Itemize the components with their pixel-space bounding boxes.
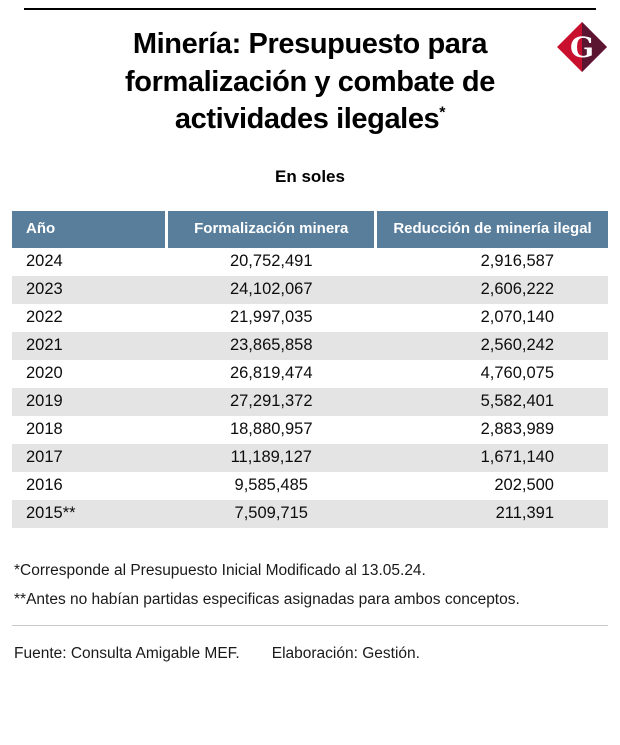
reduccion-value-cell: 2,560,242 [480,336,554,355]
table-row: 2020 26,819,474 4,760,075 [12,360,608,388]
formalizacion-value-cell: 27,291,372 [229,392,313,411]
table-row: 2016 9,585,485 202,500 [12,472,608,500]
reduccion-value-cell: 2,883,989 [480,420,554,439]
table-row: 2022 21,997,035 2,070,140 [12,304,608,332]
elaboration-text: Elaboración: Gestión. [271,644,420,662]
year-cell: 2015** [26,504,76,523]
page-title-text: Minería: Presupuesto para formalización … [125,28,495,136]
footnote-1: *Corresponde al Presupuesto Inicial Modi… [14,561,426,579]
formalizacion-value-cell: 18,880,957 [229,420,313,439]
table-body: 2024 20,752,491 2,916,587 2023 24,102,067 2,6… [12,248,608,528]
year-cell: 2021 [26,336,63,355]
budget-table: Año Formalización minera Reducción de mi… [12,211,608,528]
units-subtitle: En soles [275,167,345,187]
table-row: 2015** 7,509,715 211,391 [12,499,608,528]
year-cell: 2017 [26,448,63,467]
top-divider [24,8,596,10]
table-row: 2019 27,291,372 5,582,401 [12,387,608,416]
reduccion-value-cell: 2,070,140 [480,308,554,327]
column-header-year: Año [12,211,167,248]
table-row: 2021 23,865,858 2,560,242 [12,331,608,360]
year-cell: 2020 [26,364,63,383]
source-text: Fuente: Consulta Amigable MEF. [14,644,240,662]
year-cell: 2019 [26,392,63,411]
footer-divider [12,624,608,626]
reduccion-value-cell: 202,500 [494,476,554,495]
column-header-formalizacion: Formalización minera [165,211,376,248]
table-row: 2017 11,189,127 1,671,140 [12,443,608,472]
formalizacion-value-cell: 9,585,485 [234,476,308,495]
year-cell: 2018 [26,420,63,439]
reduccion-value-cell: 4,760,075 [480,364,554,383]
formalizacion-value-cell: 24,102,067 [229,280,313,299]
column-header-reduccion: Reducción de minería ilegal [374,211,608,248]
diamond-logo-icon: G [557,22,607,72]
reduccion-value-cell: 211,391 [495,504,554,523]
logo-letter: G [570,31,594,64]
footnotes: *Corresponde al Presupuesto Inicial Modi… [14,562,606,609]
reduccion-value-cell: 2,916,587 [480,252,554,271]
year-cell: 2016 [26,476,63,495]
reduccion-value-cell: 1,671,140 [480,448,554,467]
year-cell: 2023 [26,280,63,299]
formalizacion-value-cell: 11,189,127 [230,448,312,467]
formalizacion-value-cell: 21,997,035 [229,308,313,327]
table-head: Año Formalización minera Reducción de mi… [12,211,608,248]
reduccion-value-cell: 5,582,401 [480,392,554,411]
formalizacion-value-cell: 23,865,858 [229,336,313,355]
formalizacion-value-cell: 7,509,715 [234,504,308,523]
infographic: G Minería: Presupuesto para formalizació… [0,8,620,745]
gestion-logo-icon: G [556,21,608,73]
footnote-2: **Antes no habían partidas especificas a… [14,590,520,608]
title-footnote-marker: * [439,104,446,122]
year-cell: 2024 [26,252,63,271]
table-row: 2024 20,752,491 2,916,587 [12,248,608,276]
year-cell: 2022 [26,308,63,327]
formalizacion-value-cell: 20,752,491 [229,252,313,271]
table-row: 2023 24,102,067 2,606,222 [12,275,608,304]
formalizacion-value-cell: 26,819,474 [229,364,313,383]
table-row: 2018 18,880,957 2,883,989 [12,416,608,444]
page-title: Minería: Presupuesto para formalización … [70,26,550,139]
reduccion-value-cell: 2,606,222 [480,280,554,299]
table-header-row: Año Formalización minera Reducción de mi… [12,211,608,248]
footer: Fuente: Consulta Amigable MEF. Elaboraci… [14,645,606,663]
